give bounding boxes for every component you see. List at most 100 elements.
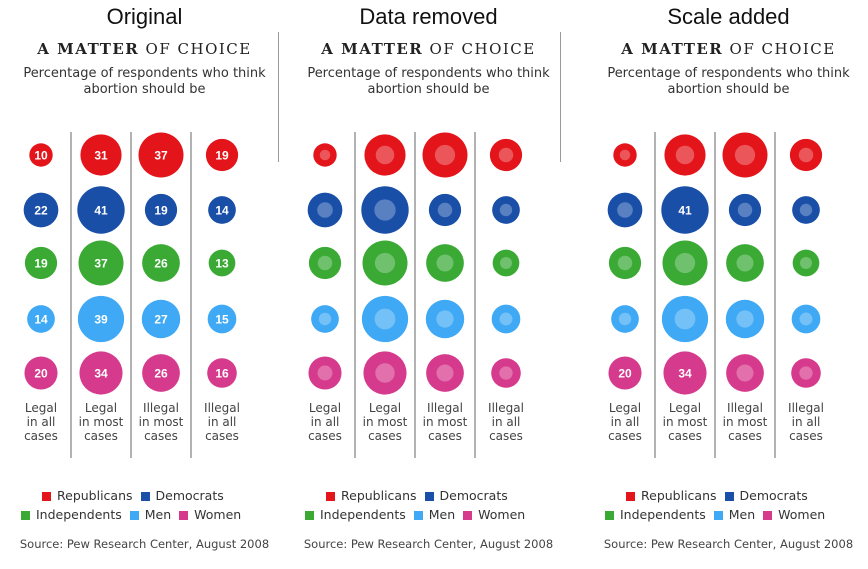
category-label: cases <box>84 429 118 443</box>
bubble-value-label: 14 <box>34 313 48 327</box>
bubble-blur-highlight <box>619 149 631 161</box>
bubble-independents-2 <box>142 244 180 282</box>
legend-swatch <box>129 511 139 520</box>
bubble-blur-highlight <box>375 363 395 383</box>
panel-label: Data removed <box>359 4 498 29</box>
legend-swatch <box>305 511 314 520</box>
bubble-blur-highlight <box>737 202 753 218</box>
category-label: in all <box>792 415 821 429</box>
category-label: in most <box>363 415 408 429</box>
category-label: Illegal <box>727 401 763 415</box>
bubble-blur-highlight <box>317 365 333 381</box>
category-label: cases <box>308 429 342 443</box>
bubble-men-0 <box>611 305 639 333</box>
bubble-men-3 <box>491 304 521 334</box>
bubble-democrats-2 <box>144 193 178 227</box>
legend-item: Democrats <box>424 488 508 503</box>
category-label: Illegal <box>427 401 463 415</box>
bubble-blur-highlight <box>434 144 456 166</box>
bubble-blur-highlight <box>798 147 814 163</box>
bubble-value-label: 34 <box>94 367 108 381</box>
bubble-republicans-3 <box>789 138 823 172</box>
bubble-republicans-3 <box>489 138 523 172</box>
bubble-men-1 <box>77 295 125 343</box>
bubble-republicans-0 <box>613 143 637 167</box>
bubble-republicans-1 <box>664 134 706 176</box>
bubble-value-label: 41 <box>94 204 108 218</box>
bubble-value-label: 13 <box>215 257 229 271</box>
bubble-blur-highlight <box>317 255 333 271</box>
bubble-republicans-2 <box>422 132 468 178</box>
bubble-blur-highlight <box>734 144 756 166</box>
legend-label: Women <box>478 507 526 522</box>
bubble-blur-highlight <box>736 310 754 328</box>
legend-item: Women <box>763 507 825 522</box>
category-label: cases <box>489 429 523 443</box>
chart-title: A MATTER OF CHOICE <box>37 40 252 58</box>
legend-item: Democrats <box>724 488 808 503</box>
category-label: in most <box>139 415 184 429</box>
bubble-value-label: 27 <box>154 313 168 327</box>
bubble-blur-highlight <box>799 366 813 380</box>
bubble-republicans-1 <box>364 134 406 176</box>
bubble-women-2 <box>726 354 764 392</box>
bubble-democrats-3 <box>208 196 236 224</box>
panel-2: Scale added A MATTER OF CHOICE Percentage … <box>584 0 868 569</box>
category-label: cases <box>428 429 462 443</box>
bubble-men-3 <box>791 304 821 334</box>
category-label: in all <box>311 415 340 429</box>
legend-swatch <box>713 511 723 520</box>
bubble-value-label: 34 <box>678 367 692 381</box>
bubble-democrats-2 <box>728 193 762 227</box>
legend-item: Women <box>463 507 525 522</box>
category-label: in all <box>611 415 640 429</box>
bubble-women-0 <box>24 356 58 390</box>
bubble-women-3 <box>491 358 521 388</box>
legend-item: Independents <box>21 507 122 522</box>
legend-swatch <box>605 511 614 520</box>
source-note: Source: Pew Research Center, August 2008 <box>603 537 854 551</box>
bubble-value-label: 26 <box>154 367 168 381</box>
category-label: cases <box>24 429 58 443</box>
bubble-democrats-0 <box>307 192 343 228</box>
legend-swatch <box>413 511 423 520</box>
bubble-independents-3 <box>492 249 520 277</box>
legend-item: Republicans <box>326 488 417 503</box>
chart-title: A MATTER OF CHOICE <box>621 40 836 58</box>
bubble-democrats-3 <box>492 196 520 224</box>
bubble-blur-highlight <box>374 199 396 221</box>
bubble-women-0 <box>308 356 342 390</box>
legend-label: Independents <box>620 507 706 522</box>
bubble-men-1 <box>661 295 709 343</box>
legend-swatch <box>424 492 434 501</box>
bubble-women-1 <box>663 351 707 395</box>
bubble-republicans-1 <box>80 134 122 176</box>
legend-label: Republicans <box>641 488 717 503</box>
category-label: in most <box>79 415 124 429</box>
legend-item: Republicans <box>42 488 133 503</box>
legend-item: Democrats <box>140 488 224 503</box>
bubble-blur-highlight <box>436 254 454 272</box>
chart-subtitle: Percentage of respondents who think abort… <box>23 66 266 97</box>
bubble-women-1 <box>363 351 407 395</box>
bubble-blur-highlight <box>674 252 696 274</box>
bubble-value-label: 19 <box>34 257 48 271</box>
bubble-blur-highlight <box>618 312 632 326</box>
category-label: cases <box>608 429 642 443</box>
bubble-women-0 <box>608 356 642 390</box>
bubble-blur-highlight <box>675 145 695 165</box>
category-label: Legal <box>609 401 641 415</box>
bubble-value-label: 19 <box>154 204 168 218</box>
legend-item: Men <box>413 507 455 522</box>
bubble-value-label: 15 <box>215 313 229 327</box>
bubble-value-label: 10 <box>34 149 48 163</box>
legend-label: Women <box>194 507 242 522</box>
bubble-democrats-0 <box>607 192 643 228</box>
legend-label: Republicans <box>57 488 133 503</box>
bubble-democrats-0 <box>23 192 59 228</box>
category-label: Illegal <box>788 401 824 415</box>
legend-swatch <box>763 511 773 520</box>
panel-label: Original <box>106 4 183 29</box>
bubble-value-label: 20 <box>34 367 48 381</box>
